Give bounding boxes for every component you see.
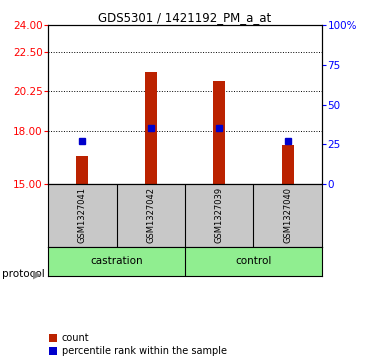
- Text: protocol: protocol: [2, 269, 45, 279]
- Text: GSM1327041: GSM1327041: [78, 187, 87, 244]
- Legend: count, percentile rank within the sample: count, percentile rank within the sample: [49, 333, 227, 356]
- Bar: [282, 145, 294, 184]
- Text: GSM1327042: GSM1327042: [146, 187, 155, 244]
- Bar: [76, 156, 88, 184]
- Text: ▶: ▶: [33, 270, 41, 280]
- Bar: [213, 81, 225, 184]
- Text: GSM1327039: GSM1327039: [215, 187, 224, 244]
- Text: control: control: [235, 257, 272, 266]
- Bar: [145, 72, 157, 184]
- Title: GDS5301 / 1421192_PM_a_at: GDS5301 / 1421192_PM_a_at: [98, 11, 272, 24]
- Text: castration: castration: [90, 257, 143, 266]
- Text: GSM1327040: GSM1327040: [283, 187, 292, 244]
